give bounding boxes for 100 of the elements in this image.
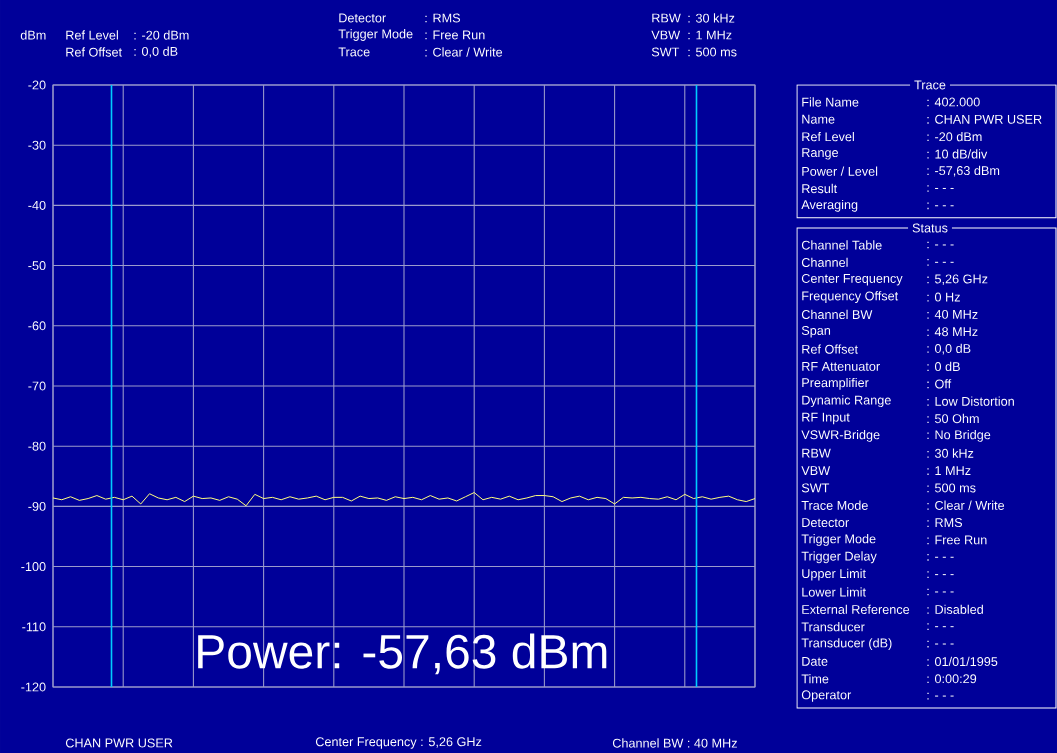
y-tick-label: -50 — [28, 261, 46, 271]
text: Power / Level — [802, 166, 878, 176]
text: Trace — [914, 80, 946, 90]
text: : 0,0 dB — [927, 343, 971, 355]
text: Transducer (dB) — [801, 638, 892, 650]
text: : Clear / Write — [927, 500, 1005, 510]
text: : Disabled — [927, 604, 983, 614]
text: : - - - — [927, 241, 954, 249]
text: : 0 dB — [927, 361, 960, 372]
text: Ref Offset — [66, 47, 122, 57]
text: RBW — [802, 448, 831, 458]
text: Date — [802, 656, 828, 666]
text: : - - - — [927, 185, 954, 192]
text: Channel BW : 40 MHz — [612, 738, 737, 748]
text: Center Frequency : 5,26 GHz — [315, 737, 482, 749]
text: : 402.000 — [927, 97, 980, 107]
text: : Free Run — [927, 535, 987, 545]
text: : -20 dBm — [927, 131, 982, 142]
y-tick-label: -30 — [28, 140, 46, 150]
text: : - - - — [927, 202, 954, 210]
text: Lower Limit — [802, 587, 866, 597]
text: : - - - — [927, 588, 954, 596]
text: Time — [801, 674, 829, 684]
text: Upper Limit — [802, 568, 866, 581]
text: VSWR-Bridge — [801, 429, 880, 442]
text: : 5,26 GHz — [927, 274, 988, 285]
text: Name — [802, 114, 835, 124]
text: : 0:00:29 — [927, 674, 977, 684]
text: : - - - — [927, 553, 954, 561]
text: : 30 kHz — [927, 448, 974, 458]
text: Transducer — [801, 622, 865, 632]
text: VBW — [651, 30, 681, 40]
text: : RMS — [425, 13, 461, 23]
text: Detector — [802, 518, 849, 528]
y-tick-label: -60 — [28, 321, 46, 331]
text: : 1 MHz — [927, 466, 971, 475]
text: Detector — [339, 13, 386, 23]
text: Preamplifier — [802, 377, 869, 390]
y-tick-label: -100 — [21, 562, 46, 572]
text: : - - - — [927, 571, 954, 578]
y-tick-label: -40 — [28, 200, 46, 210]
y-tick-label: -80 — [28, 441, 46, 451]
text: : Low Distortion — [927, 396, 1014, 406]
text: : No Bridge — [927, 429, 991, 442]
text: Operator — [801, 690, 852, 702]
text: Status — [912, 223, 948, 233]
text: Trigger Delay — [801, 551, 877, 564]
text: Dynamic Range — [802, 395, 891, 408]
text: : -57,63 dBm — [927, 165, 1000, 177]
text: : -20 dBm — [134, 30, 189, 40]
text: : CHAN PWR USER — [927, 114, 1042, 124]
y-tick-label: -120 — [21, 682, 46, 692]
text: : 48 MHz — [927, 327, 978, 337]
text: SWT — [651, 47, 680, 57]
text: Result — [802, 183, 838, 194]
y-tick-label: -70 — [28, 381, 46, 391]
text: : - - - — [927, 258, 954, 266]
text: : 0,0 dB — [134, 46, 178, 58]
y-tick-label: -20 — [28, 80, 46, 90]
text: : 0 Hz — [927, 292, 960, 302]
text: Ref Level — [802, 131, 854, 142]
text: Ref Offset — [802, 344, 858, 354]
text: RBW — [652, 13, 681, 23]
text: : RMS — [927, 518, 963, 528]
text: CHAN PWR USER — [65, 738, 173, 748]
text: : - - - — [927, 640, 954, 648]
text: : 10 dB/div — [927, 149, 988, 159]
y-tick-label: -110 — [22, 622, 46, 632]
text: External Reference — [802, 604, 910, 614]
text: : 40 MHz — [927, 309, 978, 319]
text: Channel — [801, 257, 848, 267]
text: : Free Run — [425, 30, 485, 40]
text: Channel Table — [801, 240, 882, 250]
text: : Off — [927, 379, 952, 389]
text: : - - - — [927, 623, 954, 631]
text: : 30 kHz — [688, 13, 735, 23]
text: Trace Mode — [801, 500, 868, 510]
text: SWT — [801, 483, 830, 493]
text: : 01/01/1995 — [927, 656, 998, 667]
text: : 50 Ohm — [927, 413, 979, 424]
text: Averaging — [801, 199, 858, 212]
text: VBW — [801, 466, 831, 475]
text: RF Attenuator — [802, 362, 880, 371]
text: Channel BW — [801, 309, 873, 320]
text: Trace — [338, 47, 370, 57]
text: Range — [802, 148, 839, 160]
text: Span — [801, 326, 831, 338]
text: Ref Level — [66, 30, 118, 40]
text: RF Input — [802, 412, 850, 425]
text: Trigger Mode — [801, 534, 876, 546]
text: File Name — [802, 97, 859, 107]
y-tick-label: -90 — [28, 501, 46, 511]
line-series — [52, 492, 756, 507]
text: Frequency Offset — [802, 291, 899, 303]
text: : - - - — [927, 692, 954, 700]
text: Trigger Mode — [338, 29, 413, 41]
text: : 500 ms — [927, 483, 976, 493]
y-axis-title: dBm — [20, 30, 46, 40]
text: Center Frequency — [801, 273, 903, 286]
text: : 500 ms — [688, 47, 737, 57]
